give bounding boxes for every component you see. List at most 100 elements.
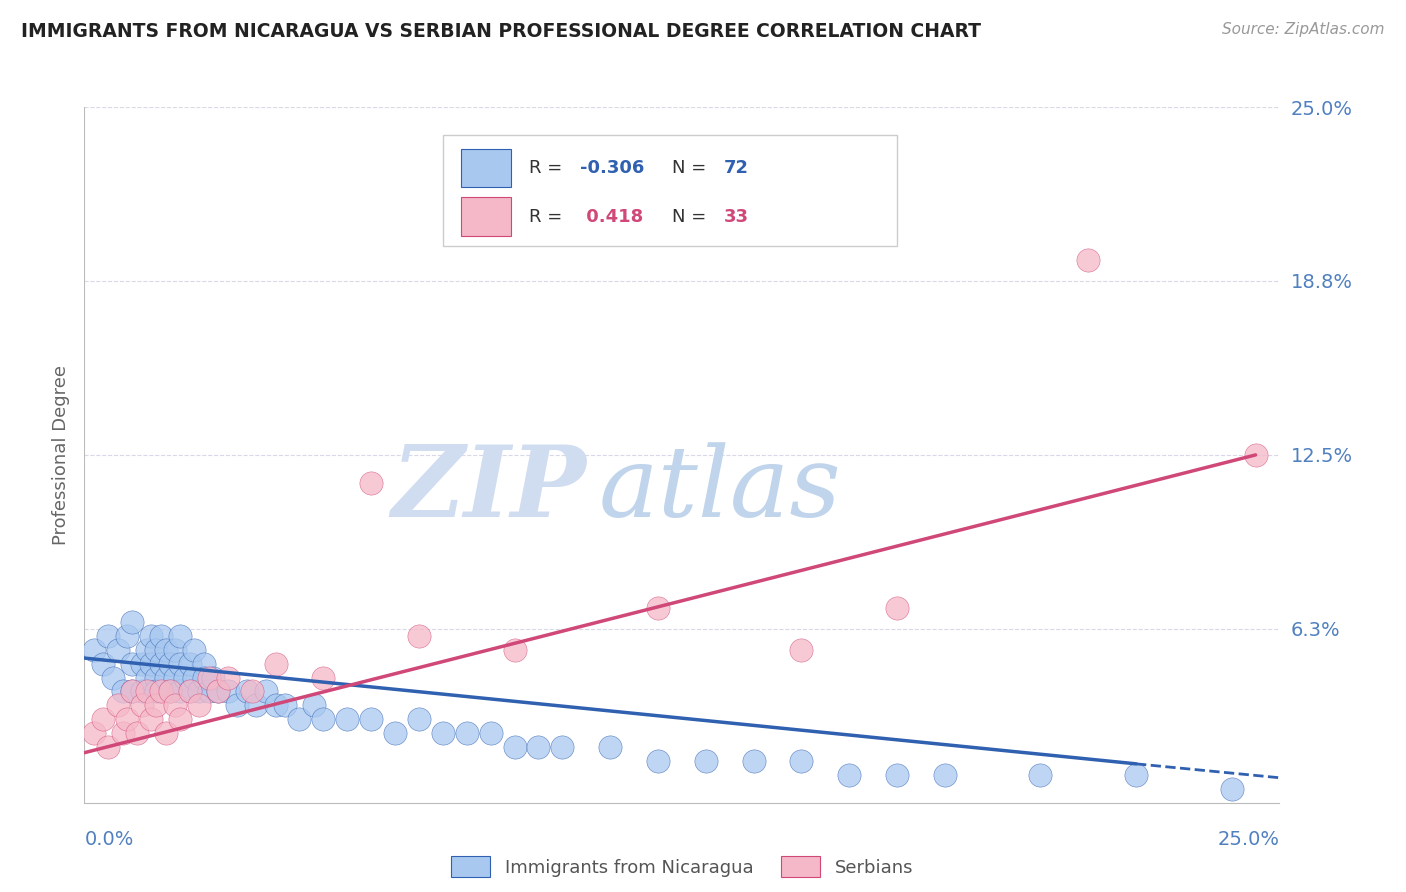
Point bbox=[188, 698, 211, 713]
Point bbox=[145, 684, 167, 698]
Point bbox=[197, 684, 219, 698]
Point bbox=[551, 740, 574, 755]
FancyBboxPatch shape bbox=[443, 135, 897, 246]
Text: Source: ZipAtlas.com: Source: ZipAtlas.com bbox=[1222, 22, 1385, 37]
Point bbox=[107, 698, 129, 713]
Point bbox=[97, 740, 120, 755]
Point bbox=[121, 657, 143, 671]
Point bbox=[93, 712, 115, 726]
Point bbox=[193, 657, 215, 671]
Point bbox=[131, 698, 153, 713]
Point bbox=[886, 601, 908, 615]
Point bbox=[245, 698, 267, 713]
Point bbox=[141, 712, 163, 726]
Text: N =: N = bbox=[672, 160, 713, 178]
Point bbox=[264, 657, 287, 671]
Point bbox=[117, 712, 139, 726]
Point bbox=[384, 726, 406, 740]
Y-axis label: Professional Degree: Professional Degree bbox=[52, 365, 70, 545]
Point bbox=[155, 642, 177, 657]
Point bbox=[1077, 253, 1099, 268]
Point bbox=[202, 671, 225, 685]
Point bbox=[312, 671, 335, 685]
Point bbox=[288, 712, 311, 726]
Point bbox=[149, 684, 172, 698]
Point bbox=[135, 671, 157, 685]
Point bbox=[179, 684, 201, 698]
Point bbox=[695, 754, 717, 768]
Point bbox=[226, 698, 249, 713]
Point bbox=[83, 726, 105, 740]
Point bbox=[179, 684, 201, 698]
Point bbox=[149, 657, 172, 671]
Point bbox=[97, 629, 120, 643]
Point bbox=[503, 740, 526, 755]
Point bbox=[83, 642, 105, 657]
Point bbox=[254, 684, 277, 698]
Point bbox=[1220, 781, 1243, 796]
Point bbox=[173, 671, 195, 685]
Point bbox=[101, 671, 124, 685]
Point bbox=[360, 475, 382, 490]
Point bbox=[117, 629, 139, 643]
Text: 72: 72 bbox=[724, 160, 749, 178]
Point bbox=[159, 684, 181, 698]
Point bbox=[111, 684, 134, 698]
Text: 33: 33 bbox=[724, 208, 749, 226]
Text: 0.0%: 0.0% bbox=[84, 830, 134, 848]
Point bbox=[121, 684, 143, 698]
Text: N =: N = bbox=[672, 208, 713, 226]
Point bbox=[886, 768, 908, 782]
Point bbox=[647, 601, 669, 615]
Point bbox=[93, 657, 115, 671]
Point bbox=[274, 698, 297, 713]
Point bbox=[111, 726, 134, 740]
Point bbox=[145, 642, 167, 657]
Point bbox=[141, 629, 163, 643]
Point bbox=[155, 671, 177, 685]
Text: -0.306: -0.306 bbox=[581, 160, 645, 178]
Point bbox=[236, 684, 259, 698]
Point bbox=[1244, 448, 1267, 462]
Point bbox=[131, 684, 153, 698]
Point bbox=[207, 684, 229, 698]
Text: 0.418: 0.418 bbox=[581, 208, 644, 226]
Point bbox=[183, 642, 205, 657]
Point bbox=[302, 698, 325, 713]
FancyBboxPatch shape bbox=[461, 197, 510, 235]
Point bbox=[193, 671, 215, 685]
Point bbox=[135, 684, 157, 698]
Point bbox=[934, 768, 956, 782]
Point bbox=[125, 726, 148, 740]
Text: ZIP: ZIP bbox=[391, 442, 586, 538]
Point bbox=[155, 726, 177, 740]
Point bbox=[312, 712, 335, 726]
Point bbox=[1125, 768, 1147, 782]
Point bbox=[169, 657, 191, 671]
Point bbox=[838, 768, 860, 782]
FancyBboxPatch shape bbox=[461, 149, 510, 187]
Point bbox=[165, 698, 187, 713]
Point bbox=[145, 671, 167, 685]
Point bbox=[131, 657, 153, 671]
Point bbox=[197, 671, 219, 685]
Point bbox=[165, 642, 187, 657]
Point bbox=[169, 712, 191, 726]
Point bbox=[159, 657, 181, 671]
Point bbox=[503, 642, 526, 657]
Point bbox=[360, 712, 382, 726]
Point bbox=[479, 726, 502, 740]
Text: atlas: atlas bbox=[599, 442, 841, 537]
Point bbox=[188, 684, 211, 698]
Point bbox=[432, 726, 454, 740]
Point bbox=[408, 629, 430, 643]
Text: R =: R = bbox=[529, 160, 568, 178]
Point bbox=[149, 629, 172, 643]
Point bbox=[183, 671, 205, 685]
Text: R =: R = bbox=[529, 208, 568, 226]
Point bbox=[217, 684, 239, 698]
Point bbox=[742, 754, 765, 768]
Point bbox=[207, 684, 229, 698]
Point bbox=[169, 684, 191, 698]
Point bbox=[408, 712, 430, 726]
